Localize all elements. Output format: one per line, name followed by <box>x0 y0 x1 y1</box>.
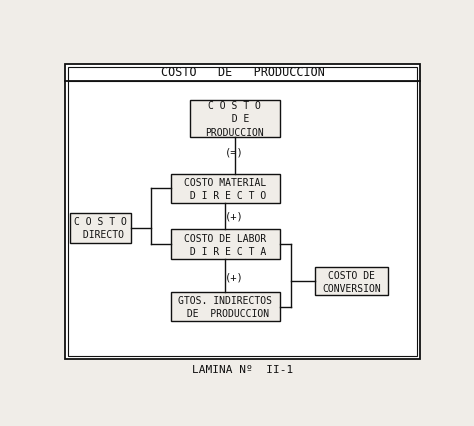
Text: COSTO DE LABOR
 D I R E C T A: COSTO DE LABOR D I R E C T A <box>184 233 266 256</box>
Bar <box>68 68 417 356</box>
Bar <box>65 65 420 360</box>
Bar <box>190 100 280 138</box>
Bar <box>315 268 388 296</box>
Bar <box>70 213 131 243</box>
Text: COSTO DE
CONVERSION: COSTO DE CONVERSION <box>322 270 381 293</box>
Text: C O S T O
 DIRECTO: C O S T O DIRECTO <box>74 217 127 240</box>
Text: GTOS. INDIRECTOS
 DE  PRODUCCION: GTOS. INDIRECTOS DE PRODUCCION <box>179 295 273 319</box>
Bar <box>171 292 280 322</box>
Bar <box>171 230 280 259</box>
Text: C O S T O
  D E
PRODUCCION: C O S T O D E PRODUCCION <box>205 101 264 137</box>
Text: (+): (+) <box>225 271 244 282</box>
Text: LAMINA Nº  II-1: LAMINA Nº II-1 <box>192 364 293 374</box>
Text: COSTO MATERIAL
 D I R E C T O: COSTO MATERIAL D I R E C T O <box>184 177 266 201</box>
Text: COSTO   DE   PRODUCCION: COSTO DE PRODUCCION <box>161 66 325 79</box>
Bar <box>171 174 280 204</box>
Text: (+): (+) <box>225 211 244 221</box>
Text: (=): (=) <box>225 147 244 157</box>
